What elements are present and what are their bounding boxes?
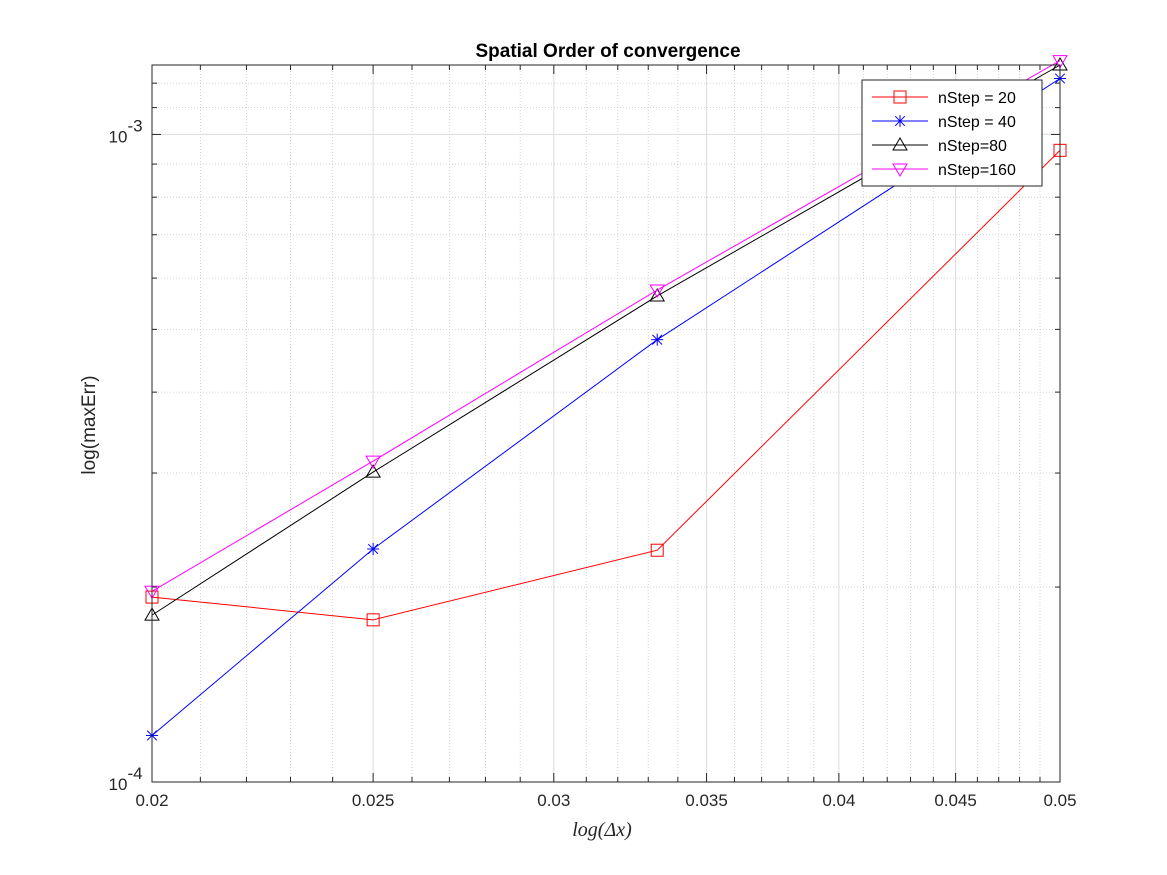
series-line xyxy=(151,64,1061,616)
y-tick-exponent: -4 xyxy=(127,764,142,783)
y-tick-label: 10 xyxy=(109,775,128,794)
legend-item: nStep = 20 xyxy=(872,90,1016,107)
x-tick-label: 0.04 xyxy=(822,791,855,810)
y-tick-exponent: -3 xyxy=(127,116,142,135)
x-tick-label: 0.05 xyxy=(1043,791,1076,810)
chart-title: Spatial Order of convergence xyxy=(475,41,740,62)
legend-box xyxy=(861,79,1043,187)
data-point-asterisk xyxy=(367,542,380,555)
data-point-triangle-up xyxy=(649,287,666,302)
legend-item: nStep = 40 xyxy=(872,114,1016,131)
plot-frame xyxy=(151,64,1061,783)
legend-label: nStep = 20 xyxy=(938,90,1016,107)
x-axis-label: log(Δx) xyxy=(572,819,632,841)
x-tick-label: 0.025 xyxy=(352,791,395,810)
series-1 xyxy=(145,143,1067,627)
series-line xyxy=(151,60,1061,592)
legend-item: nStep=160 xyxy=(872,162,1016,179)
data-point-asterisk xyxy=(894,115,906,127)
legend-label: nStep=160 xyxy=(938,162,1016,179)
x-tick-label: 0.035 xyxy=(685,791,728,810)
x-tick-labels: 0.02 0.025 0.03 0.035 0.04 0.045 0.05 xyxy=(135,791,1076,810)
asterisk-stroke xyxy=(652,334,663,345)
y-tick-label: 10 xyxy=(109,127,128,146)
data-point-triangle-down xyxy=(365,455,381,470)
data-point-asterisk xyxy=(651,333,664,346)
series-line xyxy=(151,149,1061,621)
data-point-triangle-down xyxy=(892,163,908,177)
x-tick-label: 0.03 xyxy=(537,791,570,810)
data-point-triangle-down xyxy=(649,284,666,299)
ticks xyxy=(151,65,1061,783)
series-4 xyxy=(144,55,1068,600)
legend-label: nStep=80 xyxy=(938,138,1007,155)
x-tick-label: 0.045 xyxy=(934,791,977,810)
data-point-triangle-up xyxy=(892,137,908,151)
legend-item: nStep=80 xyxy=(872,137,1007,155)
y-tick-labels: 10-410-3 xyxy=(109,116,143,794)
y-axis-label: log(maxErr) xyxy=(79,375,100,474)
data-point-square xyxy=(650,543,664,557)
data-point-triangle-up xyxy=(365,464,381,478)
asterisk-stroke xyxy=(894,115,906,127)
legend-label: nStep = 40 xyxy=(938,114,1016,131)
asterisk-stroke xyxy=(367,543,379,555)
series-layer xyxy=(144,55,1068,742)
data-point-square xyxy=(893,90,907,104)
x-tick-label: 0.02 xyxy=(135,791,168,810)
minor-grid xyxy=(152,65,1060,782)
legend: nStep = 20 nStep = 40 nStep=80 nStep=160 xyxy=(861,79,1043,187)
series-line xyxy=(151,78,1061,736)
data-point-square xyxy=(366,613,380,627)
data-point-triangle-down xyxy=(1052,55,1068,69)
